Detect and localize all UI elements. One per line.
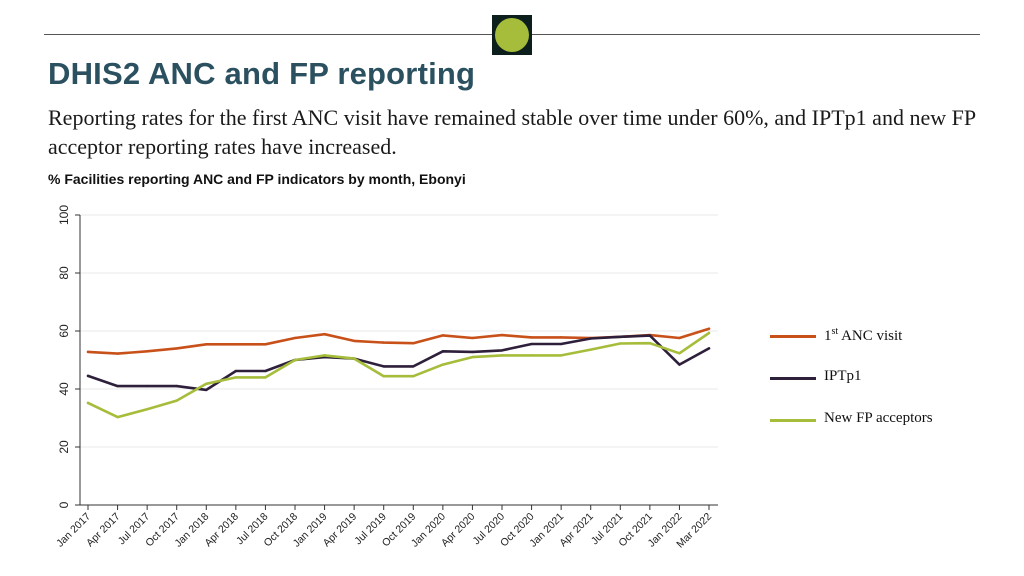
series-2-point-5 xyxy=(234,376,238,379)
series-2-point-17 xyxy=(589,348,592,351)
chart-title: % Facilities reporting ANC and FP indica… xyxy=(48,171,466,187)
series-0-point-4 xyxy=(205,343,208,346)
series-2-point-7 xyxy=(293,358,297,362)
series-2-point-13 xyxy=(471,355,474,359)
series-0-point-7 xyxy=(293,336,297,340)
series-0-point-12 xyxy=(441,334,445,337)
series-2-point-3 xyxy=(175,399,178,402)
series-line-1 xyxy=(86,334,711,392)
series-0-point-20 xyxy=(678,336,681,340)
series-0-point-3 xyxy=(175,347,178,350)
series-2-point-9 xyxy=(352,357,356,360)
series-1-point-5 xyxy=(234,369,238,373)
series-2-point-14 xyxy=(500,354,504,357)
series-1-point-21 xyxy=(707,347,711,350)
series-2-point-19 xyxy=(648,341,652,345)
series-0-point-1 xyxy=(116,352,119,355)
series-1-point-20 xyxy=(678,363,681,366)
series-1-point-17 xyxy=(589,337,592,340)
series-0-point-15 xyxy=(530,336,533,339)
series-2-point-8 xyxy=(323,354,326,357)
series-1-point-12 xyxy=(441,350,445,353)
series-2-point-18 xyxy=(619,342,622,345)
series-0-point-9 xyxy=(352,339,356,343)
y-tick-label-40: 40 xyxy=(57,382,71,396)
series-0-point-0 xyxy=(86,350,90,354)
series-1-point-13 xyxy=(471,350,474,354)
series-0-point-16 xyxy=(559,336,563,339)
series-1-point-11 xyxy=(412,365,415,368)
page-title: DHIS2 ANC and FP reporting xyxy=(48,56,476,91)
series-line-2 xyxy=(86,331,711,419)
legend-label-iptp1: IPTp1 xyxy=(824,368,862,384)
series-2-point-4 xyxy=(205,382,208,385)
series-0-point-14 xyxy=(500,333,504,337)
legend-item-iptp1: IPTp1 xyxy=(770,368,1010,410)
series-2-point-0 xyxy=(86,401,90,405)
series-2-point-11 xyxy=(412,375,415,378)
series-lines xyxy=(86,327,711,419)
chart-legend: 1st ANC visit IPTp1 New FP acceptors xyxy=(770,326,1010,452)
series-1-point-14 xyxy=(500,349,504,352)
series-2-point-12 xyxy=(441,363,445,366)
series-2-point-15 xyxy=(530,354,533,357)
series-2-point-20 xyxy=(678,352,681,355)
series-0-point-2 xyxy=(145,350,149,353)
series-2-point-10 xyxy=(382,375,385,378)
y-tick-label-0: 0 xyxy=(57,501,71,508)
series-1-point-1 xyxy=(116,384,119,388)
legend-label-anc-sup: st xyxy=(831,326,839,337)
series-0-point-8 xyxy=(323,332,326,336)
legend-label-anc-prefix: 1 xyxy=(824,328,832,344)
series-line-0 xyxy=(86,327,711,355)
y-tick-label-20: 20 xyxy=(57,440,71,454)
series-2-point-6 xyxy=(264,376,267,379)
series-1-point-0 xyxy=(86,374,90,378)
legend-swatch-fp xyxy=(770,419,816,422)
legend-swatch-iptp1 xyxy=(770,377,816,380)
series-2-point-1 xyxy=(116,415,119,419)
series-2-point-16 xyxy=(559,354,563,357)
series-1-point-19 xyxy=(648,334,652,337)
series-1-point-10 xyxy=(382,365,385,368)
logo-circle-icon xyxy=(495,18,529,52)
series-1-point-3 xyxy=(175,384,178,388)
series-2-point-21 xyxy=(707,331,711,335)
series-1-point-2 xyxy=(145,384,149,388)
y-tick-label-80: 80 xyxy=(57,266,71,280)
series-0-point-13 xyxy=(471,336,474,340)
legend-item-fp: New FP acceptors xyxy=(770,410,1010,452)
series-0-point-21 xyxy=(707,327,711,330)
logo xyxy=(492,15,532,55)
gridlines xyxy=(80,214,718,448)
series-0-point-11 xyxy=(412,341,415,345)
series-1-point-6 xyxy=(264,369,267,373)
series-0-point-10 xyxy=(382,341,385,344)
series-1-point-16 xyxy=(559,342,563,346)
series-1-point-15 xyxy=(530,342,533,346)
legend-item-anc: 1st ANC visit xyxy=(770,326,1010,368)
legend-label-anc-suffix: ANC visit xyxy=(838,328,903,344)
series-2-point-2 xyxy=(145,408,149,411)
y-tick-label-60: 60 xyxy=(57,324,71,338)
series-0-point-6 xyxy=(264,343,267,346)
y-tick-label-100: 100 xyxy=(57,205,71,225)
series-1-point-4 xyxy=(205,388,208,392)
series-1-point-18 xyxy=(619,335,622,338)
series-0-point-5 xyxy=(234,343,238,346)
legend-label-anc: 1st ANC visit xyxy=(824,326,902,345)
legend-swatch-anc xyxy=(770,335,816,338)
page-subtitle: Reporting rates for the first ANC visit … xyxy=(48,105,976,159)
legend-label-fp: New FP acceptors xyxy=(824,410,933,426)
